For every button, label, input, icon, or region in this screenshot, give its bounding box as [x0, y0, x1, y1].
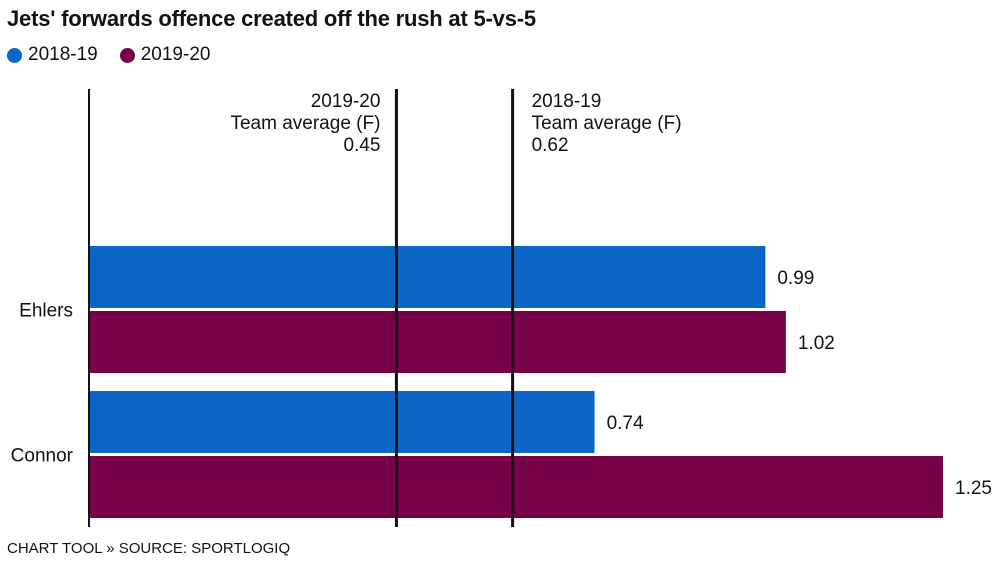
reference-label-1-line-1: Team average (F) [532, 113, 682, 134]
legend-item-2018-19: 2018-19 [7, 44, 98, 66]
legend-item-2019-20: 2019-20 [119, 44, 211, 66]
bar-ehlers-2018-19 [89, 246, 766, 308]
value-label-ehlers-2019-20: 1.02 [798, 333, 835, 354]
legend-label-2018-19: 2018-19 [28, 44, 98, 65]
reference-label-1-line-2: 0.62 [532, 135, 569, 156]
reference-label-0-line-0: 2019-20 [311, 91, 381, 112]
value-label-ehlers-2018-19: 0.99 [777, 268, 814, 289]
value-label-connor-2019-20: 1.25 [955, 478, 992, 499]
category-label-ehlers: Ehlers [19, 301, 73, 322]
legend-label-2019-20: 2019-20 [140, 44, 211, 65]
value-label-connor-2018-19: 0.74 [607, 413, 644, 434]
category-label-connor: Connor [11, 446, 74, 467]
bar-ehlers-2019-20 [89, 311, 786, 373]
source-credit: CHART TOOL » SOURCE: SPORTLOGIQ [7, 540, 291, 557]
legend: 2018-19 2019-20 [7, 44, 232, 66]
reference-label-0-line-2: 0.45 [343, 135, 380, 156]
legend-swatch-2018-19 [7, 47, 22, 63]
bar-connor-2018-19 [89, 391, 595, 453]
reference-label-1-line-0: 2018-19 [532, 91, 602, 112]
bar-connor-2019-20 [89, 456, 943, 518]
legend-swatch-2019-20 [119, 47, 135, 63]
chart-title: Jets' forwards offence created off the r… [7, 6, 536, 31]
reference-label-0-line-1: Team average (F) [230, 113, 380, 134]
